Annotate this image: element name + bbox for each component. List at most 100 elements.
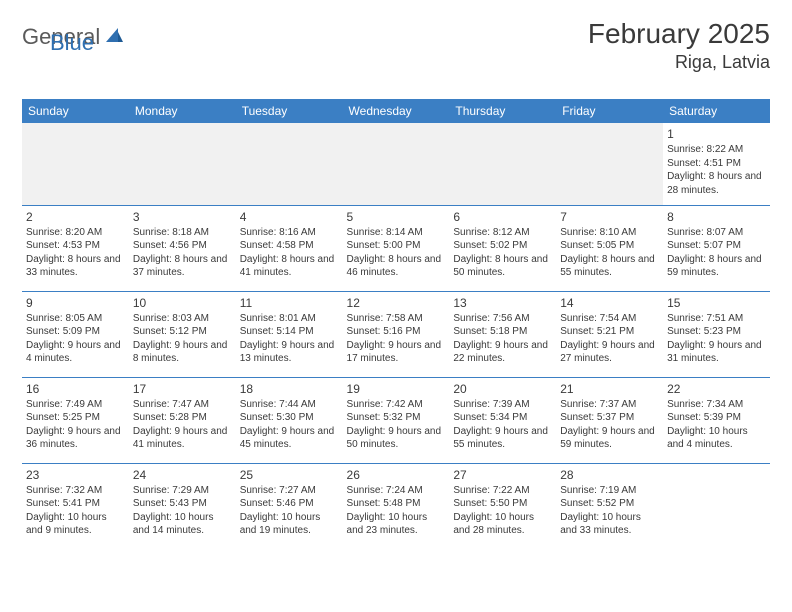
day-number: 18: [240, 381, 339, 397]
day-info: Sunrise: 8:22 AMSunset: 4:51 PMDaylight:…: [667, 143, 766, 197]
day-number: 15: [667, 295, 766, 311]
calendar-cell: 7Sunrise: 8:10 AMSunset: 5:05 PMDaylight…: [556, 205, 663, 291]
calendar-body: 1Sunrise: 8:22 AMSunset: 4:51 PMDaylight…: [22, 123, 770, 549]
calendar-cell: 10Sunrise: 8:03 AMSunset: 5:12 PMDayligh…: [129, 291, 236, 377]
title-block: February 2025 Riga, Latvia: [588, 18, 770, 73]
day-number: 14: [560, 295, 659, 311]
calendar-week: 23Sunrise: 7:32 AMSunset: 5:41 PMDayligh…: [22, 463, 770, 549]
calendar-cell: [22, 123, 129, 205]
day-number: 26: [347, 467, 446, 483]
calendar-week: 2Sunrise: 8:20 AMSunset: 4:53 PMDaylight…: [22, 205, 770, 291]
dayname-sunday: Sunday: [22, 99, 129, 123]
page-title: February 2025: [588, 18, 770, 50]
calendar-week: 9Sunrise: 8:05 AMSunset: 5:09 PMDaylight…: [22, 291, 770, 377]
day-number: 24: [133, 467, 232, 483]
calendar-cell: 16Sunrise: 7:49 AMSunset: 5:25 PMDayligh…: [22, 377, 129, 463]
day-info: Sunrise: 8:03 AMSunset: 5:12 PMDaylight:…: [133, 312, 232, 366]
day-number: 9: [26, 295, 125, 311]
calendar-cell: [129, 123, 236, 205]
calendar-cell: 12Sunrise: 7:58 AMSunset: 5:16 PMDayligh…: [343, 291, 450, 377]
dayname-saturday: Saturday: [663, 99, 770, 123]
day-number: 20: [453, 381, 552, 397]
day-info: Sunrise: 7:51 AMSunset: 5:23 PMDaylight:…: [667, 312, 766, 366]
day-number: 10: [133, 295, 232, 311]
calendar-cell: 9Sunrise: 8:05 AMSunset: 5:09 PMDaylight…: [22, 291, 129, 377]
calendar-cell: 3Sunrise: 8:18 AMSunset: 4:56 PMDaylight…: [129, 205, 236, 291]
day-number: 17: [133, 381, 232, 397]
calendar-cell: 18Sunrise: 7:44 AMSunset: 5:30 PMDayligh…: [236, 377, 343, 463]
dayname-thursday: Thursday: [449, 99, 556, 123]
day-number: 13: [453, 295, 552, 311]
day-info: Sunrise: 7:58 AMSunset: 5:16 PMDaylight:…: [347, 312, 446, 366]
day-info: Sunrise: 7:34 AMSunset: 5:39 PMDaylight:…: [667, 398, 766, 452]
day-info: Sunrise: 7:47 AMSunset: 5:28 PMDaylight:…: [133, 398, 232, 452]
day-info: Sunrise: 7:49 AMSunset: 5:25 PMDaylight:…: [26, 398, 125, 452]
day-number: 3: [133, 209, 232, 225]
calendar-cell: 11Sunrise: 8:01 AMSunset: 5:14 PMDayligh…: [236, 291, 343, 377]
day-info: Sunrise: 8:10 AMSunset: 5:05 PMDaylight:…: [560, 226, 659, 280]
calendar-cell: 20Sunrise: 7:39 AMSunset: 5:34 PMDayligh…: [449, 377, 556, 463]
logo-row2: Blue: [22, 24, 94, 56]
calendar-week: 1Sunrise: 8:22 AMSunset: 4:51 PMDaylight…: [22, 123, 770, 205]
calendar-table: SundayMondayTuesdayWednesdayThursdayFrid…: [22, 99, 770, 549]
calendar-cell: 17Sunrise: 7:47 AMSunset: 5:28 PMDayligh…: [129, 377, 236, 463]
calendar-cell: [236, 123, 343, 205]
logo-sail-icon: [104, 26, 124, 49]
day-info: Sunrise: 7:37 AMSunset: 5:37 PMDaylight:…: [560, 398, 659, 452]
logo-text-blue: Blue: [50, 30, 94, 56]
dayname-tuesday: Tuesday: [236, 99, 343, 123]
day-info: Sunrise: 7:32 AMSunset: 5:41 PMDaylight:…: [26, 484, 125, 538]
day-number: 23: [26, 467, 125, 483]
calendar-cell: 15Sunrise: 7:51 AMSunset: 5:23 PMDayligh…: [663, 291, 770, 377]
day-number: 4: [240, 209, 339, 225]
calendar-cell: 14Sunrise: 7:54 AMSunset: 5:21 PMDayligh…: [556, 291, 663, 377]
day-info: Sunrise: 7:29 AMSunset: 5:43 PMDaylight:…: [133, 484, 232, 538]
calendar-cell: 19Sunrise: 7:42 AMSunset: 5:32 PMDayligh…: [343, 377, 450, 463]
calendar-cell: [663, 463, 770, 549]
calendar-head: SundayMondayTuesdayWednesdayThursdayFrid…: [22, 99, 770, 123]
day-number: 11: [240, 295, 339, 311]
day-number: 19: [347, 381, 446, 397]
day-number: 6: [453, 209, 552, 225]
day-info: Sunrise: 7:56 AMSunset: 5:18 PMDaylight:…: [453, 312, 552, 366]
day-info: Sunrise: 8:07 AMSunset: 5:07 PMDaylight:…: [667, 226, 766, 280]
day-number: 28: [560, 467, 659, 483]
day-number: 25: [240, 467, 339, 483]
day-info: Sunrise: 8:18 AMSunset: 4:56 PMDaylight:…: [133, 226, 232, 280]
location: Riga, Latvia: [588, 52, 770, 73]
day-number: 12: [347, 295, 446, 311]
calendar-cell: 4Sunrise: 8:16 AMSunset: 4:58 PMDaylight…: [236, 205, 343, 291]
header: General February 2025 Riga, Latvia: [22, 18, 770, 73]
day-info: Sunrise: 8:01 AMSunset: 5:14 PMDaylight:…: [240, 312, 339, 366]
calendar-cell: 27Sunrise: 7:22 AMSunset: 5:50 PMDayligh…: [449, 463, 556, 549]
day-info: Sunrise: 8:14 AMSunset: 5:00 PMDaylight:…: [347, 226, 446, 280]
dayname-friday: Friday: [556, 99, 663, 123]
calendar-cell: 23Sunrise: 7:32 AMSunset: 5:41 PMDayligh…: [22, 463, 129, 549]
calendar-cell: 26Sunrise: 7:24 AMSunset: 5:48 PMDayligh…: [343, 463, 450, 549]
day-number: 2: [26, 209, 125, 225]
day-info: Sunrise: 7:54 AMSunset: 5:21 PMDaylight:…: [560, 312, 659, 366]
day-info: Sunrise: 7:44 AMSunset: 5:30 PMDaylight:…: [240, 398, 339, 452]
day-number: 8: [667, 209, 766, 225]
calendar-cell: 24Sunrise: 7:29 AMSunset: 5:43 PMDayligh…: [129, 463, 236, 549]
day-number: 7: [560, 209, 659, 225]
day-info: Sunrise: 7:42 AMSunset: 5:32 PMDaylight:…: [347, 398, 446, 452]
day-info: Sunrise: 7:22 AMSunset: 5:50 PMDaylight:…: [453, 484, 552, 538]
dayname-wednesday: Wednesday: [343, 99, 450, 123]
calendar-cell: 25Sunrise: 7:27 AMSunset: 5:46 PMDayligh…: [236, 463, 343, 549]
day-number: 22: [667, 381, 766, 397]
calendar-cell: [343, 123, 450, 205]
calendar-cell: 1Sunrise: 8:22 AMSunset: 4:51 PMDaylight…: [663, 123, 770, 205]
day-info: Sunrise: 7:24 AMSunset: 5:48 PMDaylight:…: [347, 484, 446, 538]
day-info: Sunrise: 8:20 AMSunset: 4:53 PMDaylight:…: [26, 226, 125, 280]
day-number: 21: [560, 381, 659, 397]
calendar-cell: 28Sunrise: 7:19 AMSunset: 5:52 PMDayligh…: [556, 463, 663, 549]
day-number: 1: [667, 126, 766, 142]
day-info: Sunrise: 8:05 AMSunset: 5:09 PMDaylight:…: [26, 312, 125, 366]
calendar-cell: 6Sunrise: 8:12 AMSunset: 5:02 PMDaylight…: [449, 205, 556, 291]
day-info: Sunrise: 8:16 AMSunset: 4:58 PMDaylight:…: [240, 226, 339, 280]
calendar-cell: [449, 123, 556, 205]
calendar-cell: 21Sunrise: 7:37 AMSunset: 5:37 PMDayligh…: [556, 377, 663, 463]
day-info: Sunrise: 7:19 AMSunset: 5:52 PMDaylight:…: [560, 484, 659, 538]
calendar-cell: [556, 123, 663, 205]
